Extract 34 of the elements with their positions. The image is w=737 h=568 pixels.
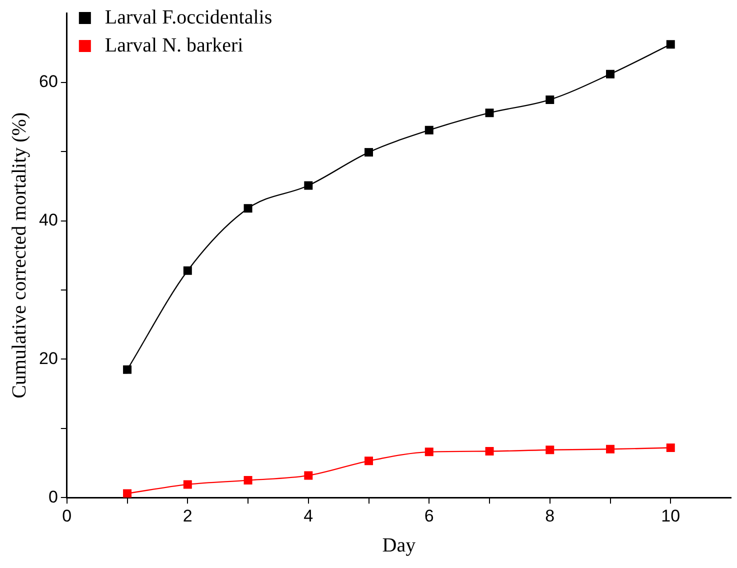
y-tick-label: 20 xyxy=(38,348,58,368)
x-tick-label: 10 xyxy=(661,506,680,526)
point xyxy=(244,204,252,213)
point xyxy=(364,456,374,466)
x-tick-label: 8 xyxy=(545,506,555,526)
point xyxy=(606,444,614,454)
x-axis-title: Day xyxy=(382,534,416,556)
point xyxy=(666,40,675,49)
legend-label: Larval N. barkeri xyxy=(104,34,244,56)
point xyxy=(183,480,192,489)
point xyxy=(606,70,614,78)
y-tick-label: 40 xyxy=(38,210,58,230)
x-tick-label: 0 xyxy=(62,506,72,526)
point xyxy=(364,148,374,157)
x-tick-label: 6 xyxy=(424,506,434,526)
y-axis-title: Cumulative corrected mortality (%) xyxy=(8,112,30,398)
point xyxy=(304,471,313,480)
point xyxy=(546,446,554,454)
point xyxy=(424,126,434,134)
legend-label: Larval F.occidentalis xyxy=(104,6,272,28)
point xyxy=(183,266,192,275)
point xyxy=(123,365,132,374)
point xyxy=(123,489,132,498)
point xyxy=(244,476,252,485)
y-tick-label: 60 xyxy=(38,72,58,92)
y-tick-label: 0 xyxy=(48,487,58,506)
point xyxy=(485,108,494,118)
x-tick-label: 2 xyxy=(182,506,192,526)
point xyxy=(546,95,554,104)
point xyxy=(304,181,313,190)
point xyxy=(485,446,494,456)
point xyxy=(666,444,675,452)
x-tick-label: 4 xyxy=(304,506,314,526)
point xyxy=(424,448,434,456)
